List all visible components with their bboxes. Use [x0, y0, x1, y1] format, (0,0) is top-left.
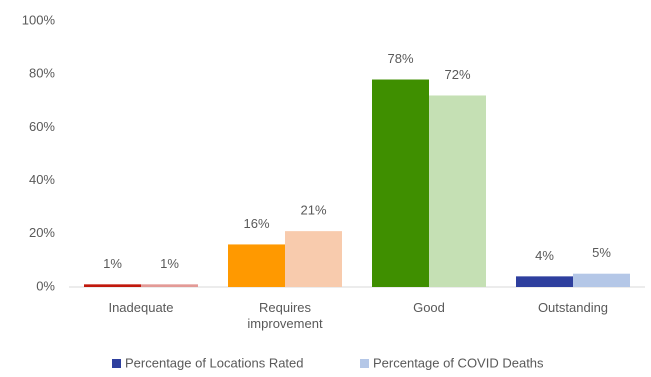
y-tick-label: 80% [29, 66, 55, 81]
legend-label: Percentage of COVID Deaths [373, 355, 544, 370]
legend-swatch [112, 359, 121, 368]
x-tick-label: Good [413, 300, 445, 315]
legend-label: Percentage of Locations Rated [125, 355, 304, 370]
data-label: 1% [160, 256, 179, 271]
bar [228, 244, 285, 287]
y-tick-label: 100% [22, 12, 56, 27]
y-tick-label: 60% [29, 119, 55, 134]
y-tick-label: 40% [29, 172, 55, 187]
x-tick-label: Inadequate [108, 300, 174, 315]
data-label: 5% [592, 245, 611, 260]
data-label: 21% [300, 203, 326, 218]
data-label: 4% [535, 248, 554, 263]
bar [285, 231, 342, 287]
x-tick-label: Requires improvement [247, 300, 323, 331]
bar [372, 79, 429, 288]
bar [141, 284, 198, 287]
data-label: 16% [243, 216, 269, 231]
bar [516, 276, 573, 287]
legend-swatch [360, 359, 369, 368]
data-label: 78% [387, 51, 413, 66]
data-label: 72% [444, 67, 470, 82]
data-label: 1% [103, 256, 122, 271]
y-tick-label: 20% [29, 225, 55, 240]
bar [573, 273, 630, 287]
x-tick-label: Outstanding [537, 300, 609, 315]
y-tick-label: 0% [36, 278, 55, 293]
bar [84, 284, 141, 287]
bar [429, 95, 486, 287]
